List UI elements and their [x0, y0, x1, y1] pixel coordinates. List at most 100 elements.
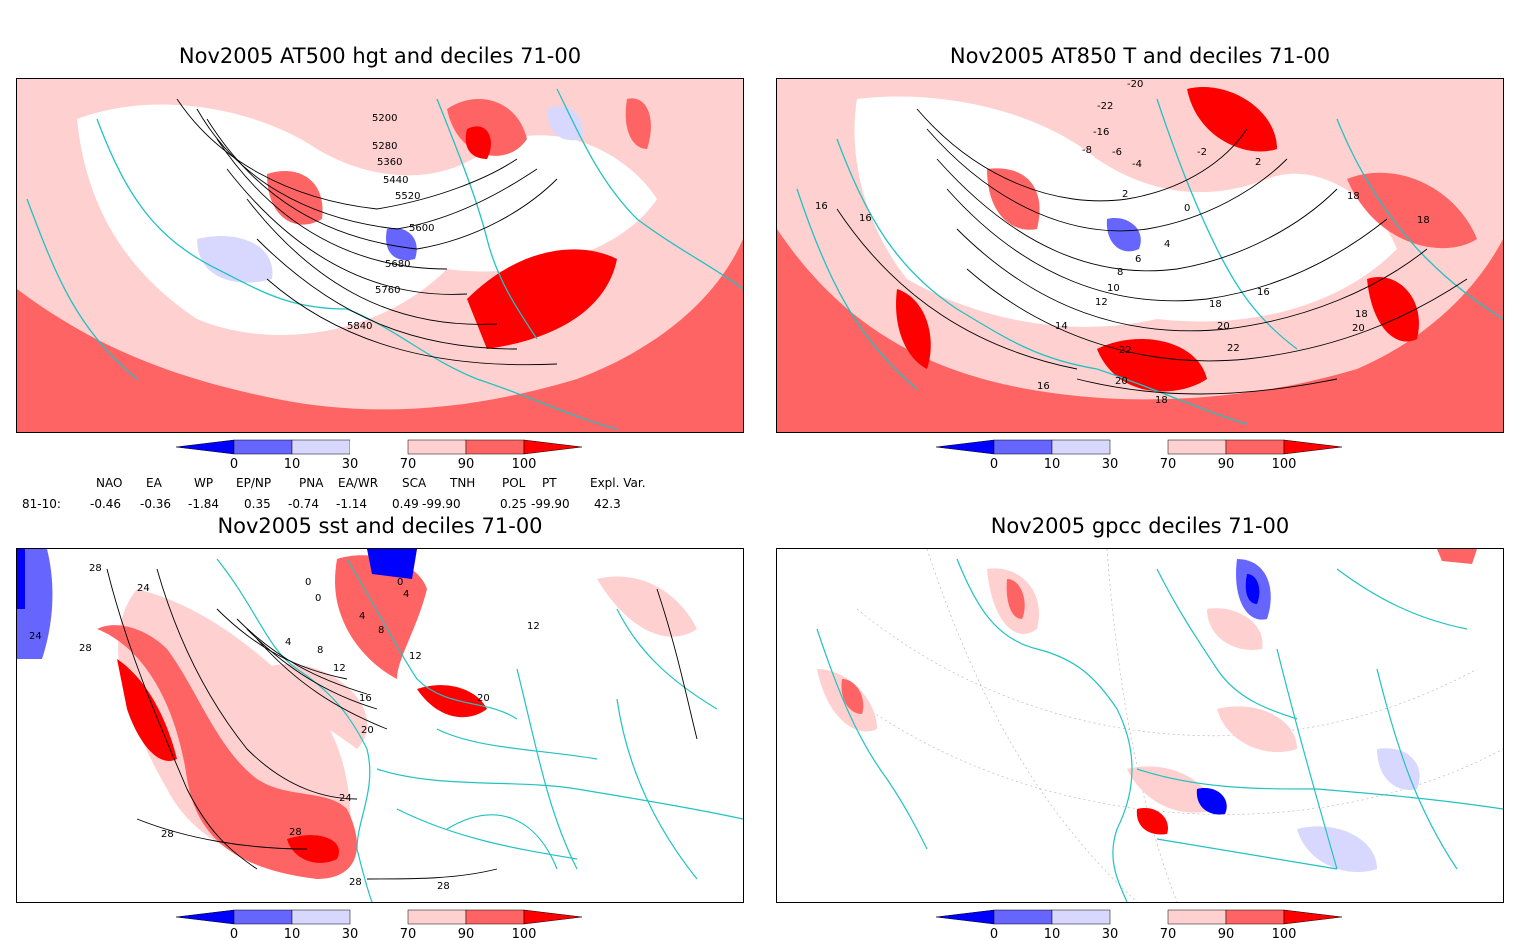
colorbar-br: 0 10 30 70 90 100: [935, 909, 1346, 940]
map-t850-svg: -20 -22 -16 -8 -6 -4 -2 2 0 2 4 6 8 10 1…: [777, 79, 1503, 432]
contour-label: 28: [79, 643, 92, 654]
contour-label: 4: [285, 637, 291, 648]
index-row-label: 81-10:: [22, 497, 61, 511]
contour-label: 18: [1209, 299, 1222, 310]
contour-label: 10: [1107, 283, 1120, 294]
index-value: -1.14: [336, 497, 368, 511]
index-value: 42.3: [594, 497, 621, 511]
contour-label: 2: [1255, 157, 1261, 168]
panel-title-br: Nov2005 gpcc deciles 71-00: [990, 514, 1290, 538]
contour-label: 0: [397, 577, 403, 588]
contour-label: 5840: [347, 321, 372, 332]
map-panel-gpcc: [776, 548, 1504, 903]
colorbar-tick: 70: [400, 457, 417, 472]
colorbar-bl: 0 10 30 70 90 100: [175, 909, 586, 940]
index-value: -0.46: [90, 497, 122, 511]
colorbar-svg: 0 10 30 70 90 100: [175, 439, 583, 472]
map-panel-hgt500: 5200 5280 5360 5440 5520 5600 5680 5760 …: [16, 78, 744, 433]
contour-label: 22: [1227, 343, 1240, 354]
map-panel-t850: -20 -22 -16 -8 -6 -4 -2 2 0 2 4 6 8 10 1…: [776, 78, 1504, 433]
contour-label: 16: [1257, 287, 1270, 298]
contour-label: 8: [1117, 267, 1123, 278]
panel-title-tl: Nov2005 AT500 hgt and deciles 71-00: [178, 44, 582, 68]
contour-label: 4: [359, 611, 365, 622]
contour-label: 5760: [375, 285, 400, 296]
index-header: PT: [542, 476, 557, 490]
contour-label: -8: [1082, 145, 1092, 156]
index-header: EA/WR: [338, 476, 379, 490]
contour-label: 5680: [385, 259, 410, 270]
colorbar-tick: 30: [1102, 457, 1119, 472]
index-value: 0.49: [392, 497, 419, 511]
index-header: Expl. Var.: [590, 476, 646, 490]
contour-label: 18: [1417, 215, 1430, 226]
contour-label: -22: [1097, 101, 1113, 112]
contour-label: 24: [339, 793, 352, 804]
contour-label: 5200: [372, 113, 397, 124]
contour-label: 16: [1037, 381, 1050, 392]
contour-label: 28: [289, 827, 302, 838]
contour-label: 18: [1347, 191, 1360, 202]
colorbar-tick: 0: [990, 457, 998, 472]
colorbar-tick: 70: [1160, 457, 1177, 472]
contour-label: 24: [137, 583, 150, 594]
index-header: PNA: [299, 476, 324, 490]
index-header: EP/NP: [236, 476, 272, 490]
map-sst-svg: 28 24 24 28 0 0 0 4 4 8 4 8 12 16 12 20 …: [17, 549, 743, 902]
contour-label: 5440: [383, 175, 408, 186]
contour-label: 18: [1155, 395, 1168, 406]
contour-label: 5520: [395, 191, 420, 202]
contour-label: 28: [437, 881, 450, 892]
map-panel-sst: 28 24 24 28 0 0 0 4 4 8 4 8 12 16 12 20 …: [16, 548, 744, 903]
contour-label: 16: [359, 693, 372, 704]
contour-label: 16: [859, 213, 872, 224]
colorbar-tick: 100: [512, 927, 537, 940]
colorbar-tick: 0: [230, 927, 238, 940]
contour-label: 5360: [377, 157, 402, 168]
index-header: EA: [146, 476, 162, 490]
index-value: -0.36: [140, 497, 172, 511]
contour-label: 2: [1122, 189, 1128, 200]
contour-label: 16: [815, 201, 828, 212]
contour-label: -2: [1197, 147, 1207, 158]
index-header: POL: [502, 476, 526, 490]
colorbar-tick: 70: [1160, 927, 1177, 940]
contour-label: 22: [1119, 345, 1132, 356]
contour-label: 20: [1352, 323, 1365, 334]
index-header: NAO: [96, 476, 123, 490]
index-value: 0.35: [244, 497, 271, 511]
colorbar-tick: 70: [400, 927, 417, 940]
colorbar-tick: 0: [990, 927, 998, 940]
colorbar-tick: 10: [284, 927, 301, 940]
contour-label: 12: [409, 651, 422, 662]
colorbar-tick: 100: [512, 457, 537, 472]
colorbar-svg: 0 10 30 70 90 100: [175, 909, 583, 940]
contour-label: 20: [1115, 376, 1128, 387]
contour-label: 28: [161, 829, 174, 840]
contour-label: 5600: [409, 223, 434, 234]
contour-label: 0: [1184, 203, 1190, 214]
contour-label: 8: [378, 625, 384, 636]
contour-label: -16: [1093, 127, 1109, 138]
index-value: -99.90: [531, 497, 570, 511]
index-value: -0.74: [288, 497, 320, 511]
contour-label: 4: [1164, 239, 1170, 250]
contour-label: 12: [527, 621, 540, 632]
colorbar-tick: 30: [1102, 927, 1119, 940]
colorbar-tl: 0 10 30 70 90 100: [175, 439, 586, 472]
contour-label: 5280: [372, 141, 397, 152]
colorbar-tick: 0: [230, 457, 238, 472]
colorbar-tr: 0 10 30 70 90 100: [935, 439, 1346, 472]
index-value: -99.90: [422, 497, 461, 511]
contour-label: 20: [361, 725, 374, 736]
contour-label: 24: [29, 631, 42, 642]
colorbar-tick: 30: [342, 927, 359, 940]
contour-label: 28: [89, 563, 102, 574]
map-gpcc-svg: [777, 549, 1503, 902]
contour-label: 8: [317, 645, 323, 656]
panel-title-tr: Nov2005 AT850 T and deciles 71-00: [949, 44, 1331, 68]
colorbar-tick: 100: [1272, 927, 1297, 940]
contour-label: -6: [1112, 147, 1122, 158]
colorbar-tick: 10: [1044, 927, 1061, 940]
contour-label: -4: [1132, 159, 1142, 170]
